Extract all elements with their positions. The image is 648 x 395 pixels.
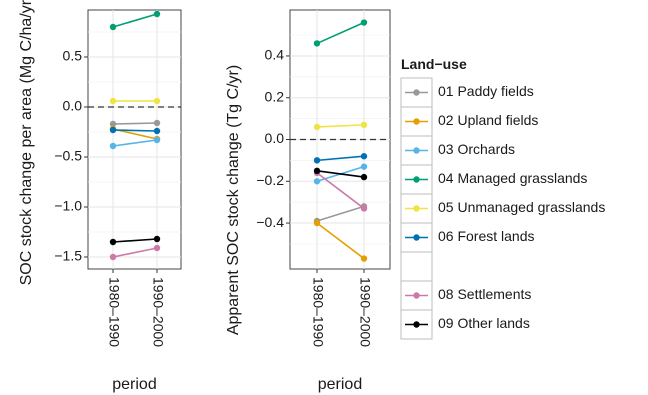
y-tick-label: −0.2 — [256, 172, 284, 188]
series-line — [112, 122, 158, 125]
series-line — [112, 139, 158, 147]
series-line — [316, 170, 365, 178]
legend-item: 01 Paddy fields — [400, 77, 534, 108]
x-axis-1: 1980–1990 1990–2000 — [106, 269, 166, 347]
data-point — [109, 253, 117, 261]
x-axis-2: 1980–1990 1990–2000 — [310, 269, 373, 347]
y-tick-label: −1.5 — [54, 248, 82, 264]
data-point — [313, 178, 321, 185]
x-tick-label: 1980–1990 — [106, 277, 122, 347]
legend-item: 05 Unmanaged grasslands — [400, 193, 605, 224]
data-point — [109, 120, 117, 128]
data-point — [153, 244, 161, 252]
data-point — [360, 153, 368, 160]
panel-soc-per-area: 0.5 0.0 −0.5 −1.0 −1.5 1980–1990 1990–2000 SO… — [18, 0, 182, 393]
data-point — [360, 163, 368, 170]
y-axis-title-1: SOC stock change per area (Mg C/ha/yr) — [18, 0, 35, 285]
data-point — [313, 40, 321, 47]
data-point — [153, 10, 161, 18]
legend-item: 02 Upland fields — [400, 106, 538, 137]
y-axis-1: 0.5 0.0 −0.5 −1.0 −1.5 — [54, 48, 88, 264]
series-line — [112, 247, 158, 258]
series-line — [112, 238, 158, 243]
legend-title: Land−use — [401, 56, 467, 72]
legend-key-point — [413, 147, 420, 154]
x-tick-label: 1980–1990 — [310, 277, 326, 347]
data-point — [313, 157, 321, 164]
legend-key-point — [413, 292, 420, 299]
x-tick-label: 1990–2000 — [357, 277, 373, 347]
series-line — [316, 21, 365, 45]
legend-item: 06 Forest lands — [400, 222, 535, 253]
data-point — [360, 121, 368, 129]
data-point — [153, 97, 161, 105]
x-axis-title-1: period — [112, 376, 156, 393]
data-point — [360, 205, 368, 212]
data-point — [360, 255, 368, 262]
series-line — [316, 205, 365, 222]
series-line — [112, 129, 158, 132]
legend-label: 03 Orchards — [438, 141, 515, 157]
y-tick-label: 0.5 — [63, 48, 83, 64]
data-point — [313, 123, 321, 131]
legend-label: 09 Other lands — [438, 315, 530, 331]
legend-label: 04 Managed grasslands — [438, 170, 587, 186]
y-tick-label: −0.5 — [54, 148, 82, 164]
series-1 — [109, 10, 161, 261]
legend-label: 06 Forest lands — [438, 228, 535, 244]
y-axis-2: 0.4 0.2 0.0 −0.2 −0.4 — [256, 47, 290, 230]
series-line — [112, 13, 158, 28]
legend-item — [400, 251, 433, 282]
legend-label: 01 Paddy fields — [438, 83, 534, 99]
data-point — [109, 97, 117, 105]
x-tick-label: 1990–2000 — [150, 277, 166, 347]
legend-key-point — [413, 118, 420, 125]
legend-key-point — [413, 176, 420, 183]
y-axis-title-2: Apparent SOC stock change (Tg C/yr) — [225, 65, 242, 335]
legend-label: 08 Settlements — [438, 286, 531, 302]
data-point — [313, 219, 321, 227]
legend-items: 01 Paddy fields 02 Upland fields 03 Orchar… — [400, 77, 605, 340]
legend: Land−use 01 Paddy fields 02 Upland fields… — [400, 56, 605, 340]
data-point — [313, 167, 321, 175]
legend-label: 05 Unmanaged grasslands — [438, 199, 605, 215]
data-point — [153, 136, 161, 144]
data-point — [360, 19, 368, 26]
legend-item: 08 Settlements — [400, 280, 531, 311]
data-point — [153, 127, 161, 135]
series-line — [316, 155, 365, 162]
legend-key — [400, 251, 433, 282]
plot-area-1 — [87, 9, 182, 270]
legend-item: 09 Other lands — [400, 309, 530, 340]
legend-label: 02 Upland fields — [438, 112, 538, 128]
y-tick-label: −0.4 — [256, 214, 284, 230]
data-point — [109, 23, 117, 31]
data-point — [153, 235, 161, 243]
y-tick-label: 0.0 — [63, 98, 83, 114]
series-line — [316, 172, 365, 210]
y-tick-label: 0.0 — [265, 130, 285, 146]
series-line — [316, 124, 365, 128]
panel-apparent-soc: 0.4 0.2 0.0 −0.2 −0.4 1980–1990 1990–2000 App… — [225, 9, 391, 393]
series-line — [316, 222, 365, 260]
y-tick-label: 0.2 — [265, 88, 285, 104]
legend-key-point — [413, 234, 420, 241]
x-axis-title-2: period — [318, 376, 362, 393]
data-point — [109, 142, 117, 150]
legend-key-point — [413, 321, 420, 328]
y-tick-label: 0.4 — [265, 47, 285, 63]
legend-key-point — [413, 205, 420, 212]
data-point — [153, 119, 161, 127]
series-2 — [313, 19, 368, 262]
y-tick-label: −1.0 — [54, 198, 82, 214]
legend-item: 04 Managed grasslands — [400, 164, 587, 195]
data-point — [360, 173, 368, 181]
data-point — [109, 238, 117, 246]
legend-key-point — [413, 89, 420, 96]
legend-item: 03 Orchards — [400, 135, 515, 166]
data-point — [109, 126, 117, 134]
